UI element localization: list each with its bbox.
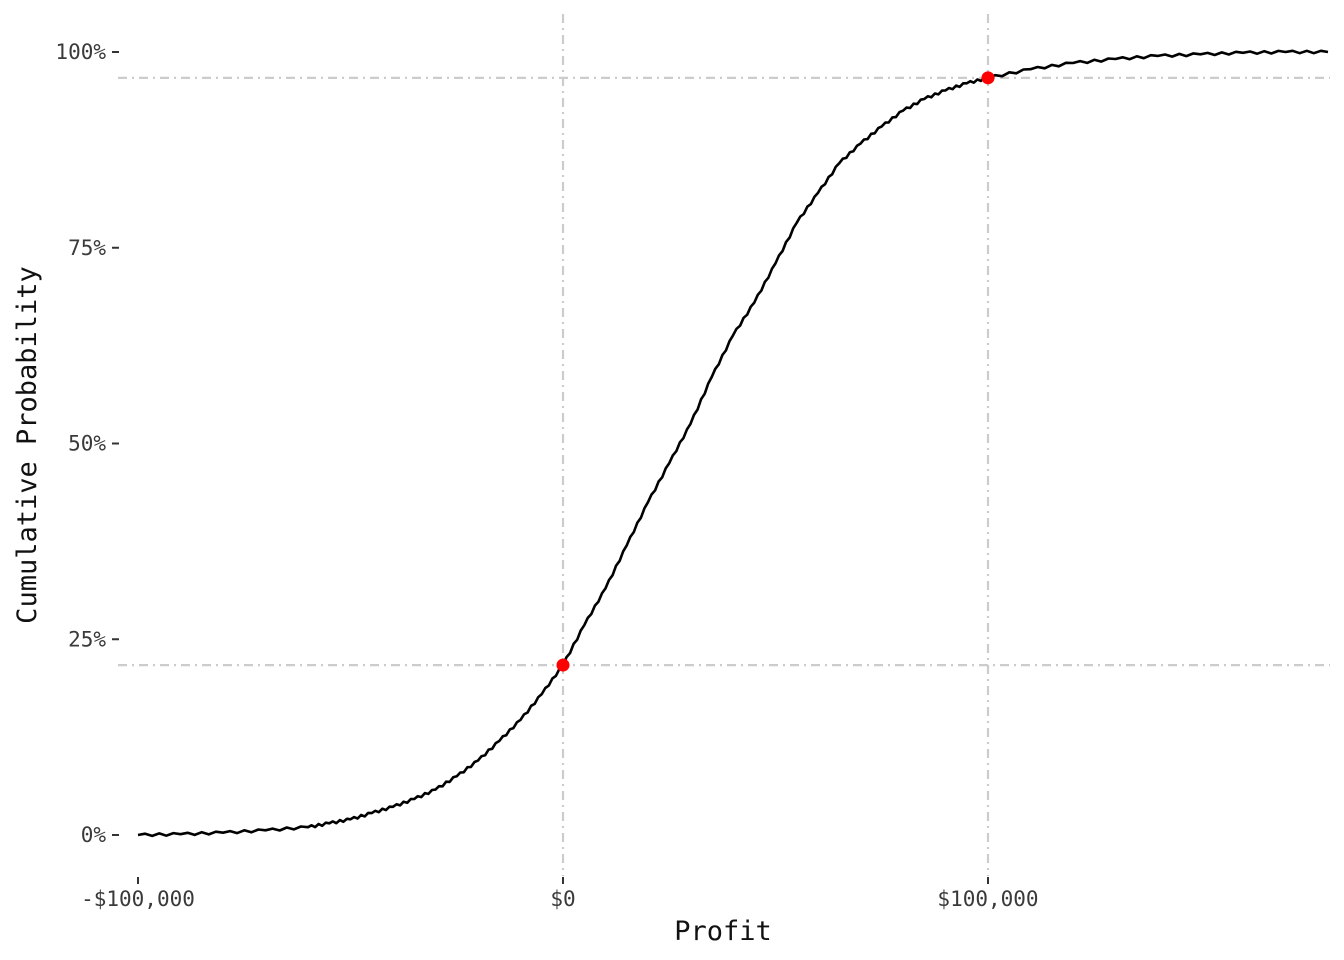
- y-axis: 0% 25% 50% 75% 100%: [55, 40, 119, 847]
- y-tick-label: 50%: [68, 432, 106, 456]
- y-tick-label: 25%: [68, 627, 106, 651]
- cdf-line: [137, 49, 1329, 838]
- x-tick-label: $100,000: [937, 887, 1038, 911]
- x-tick-label: -$100,000: [81, 887, 195, 911]
- y-tick-label: 100%: [55, 40, 106, 64]
- x-axis-title: Profit: [674, 916, 772, 947]
- series-layer: [137, 49, 1329, 838]
- y-tick-label: 0%: [81, 823, 107, 847]
- x-axis: -$100,000 $0 $100,000: [81, 877, 1039, 911]
- y-tick-label: 75%: [68, 236, 106, 260]
- x-tick-label: $0: [550, 887, 575, 911]
- highlight-points: [556, 71, 995, 672]
- y-axis-title: Cumulative Probability: [12, 266, 43, 624]
- highlight-point: [556, 658, 570, 672]
- highlight-point: [981, 71, 995, 85]
- reference-lines: [118, 14, 1330, 876]
